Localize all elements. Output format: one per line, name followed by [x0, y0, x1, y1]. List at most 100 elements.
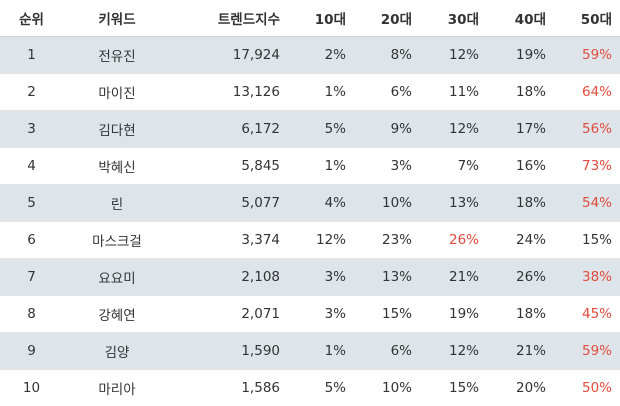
cell-rank: 1 — [0, 37, 63, 74]
cell-age-20: 6% — [354, 74, 420, 111]
cell-rank: 7 — [0, 259, 63, 296]
header-age-30: 30대 — [420, 0, 487, 37]
cell-keyword: 전유진 — [63, 37, 171, 74]
cell-keyword: 마이진 — [63, 74, 171, 111]
cell-trend-index: 5,845 — [171, 148, 288, 185]
cell-age-10: 2% — [288, 37, 354, 74]
cell-age-20: 23% — [354, 222, 420, 259]
cell-age-10: 1% — [288, 74, 354, 111]
cell-age-40: 18% — [487, 74, 554, 111]
cell-age-40: 17% — [487, 111, 554, 148]
cell-keyword: 박혜신 — [63, 148, 171, 185]
cell-trend-index: 2,108 — [171, 259, 288, 296]
cell-age-10: 12% — [288, 222, 354, 259]
cell-age-50: 73% — [554, 148, 620, 185]
cell-age-30: 11% — [420, 74, 487, 111]
cell-rank: 9 — [0, 333, 63, 370]
cell-rank: 2 — [0, 74, 63, 111]
cell-age-30: 21% — [420, 259, 487, 296]
cell-age-10: 5% — [288, 111, 354, 148]
cell-age-50: 59% — [554, 37, 620, 74]
cell-age-40: 18% — [487, 296, 554, 333]
cell-age-50: 64% — [554, 74, 620, 111]
cell-age-30: 12% — [420, 37, 487, 74]
cell-age-20: 8% — [354, 37, 420, 74]
cell-age-40: 19% — [487, 37, 554, 74]
cell-keyword: 요요미 — [63, 259, 171, 296]
cell-age-20: 10% — [354, 185, 420, 222]
cell-rank: 3 — [0, 111, 63, 148]
cell-age-40: 16% — [487, 148, 554, 185]
header-trend-index: 트렌드지수 — [171, 0, 288, 37]
cell-age-20: 15% — [354, 296, 420, 333]
header-age-40: 40대 — [487, 0, 554, 37]
cell-keyword: 김양 — [63, 333, 171, 370]
cell-age-10: 1% — [288, 333, 354, 370]
header-age-20: 20대 — [354, 0, 420, 37]
cell-age-20: 10% — [354, 370, 420, 406]
header-rank: 순위 — [0, 0, 63, 37]
cell-age-40: 24% — [487, 222, 554, 259]
cell-age-20: 13% — [354, 259, 420, 296]
cell-trend-index: 17,924 — [171, 37, 288, 74]
cell-age-10: 4% — [288, 185, 354, 222]
cell-trend-index: 13,126 — [171, 74, 288, 111]
cell-age-20: 9% — [354, 111, 420, 148]
cell-age-30: 12% — [420, 333, 487, 370]
header-keyword: 키워드 — [63, 0, 171, 37]
cell-age-30: 12% — [420, 111, 487, 148]
cell-age-40: 18% — [487, 185, 554, 222]
cell-trend-index: 6,172 — [171, 111, 288, 148]
cell-age-50: 38% — [554, 259, 620, 296]
cell-trend-index: 1,590 — [171, 333, 288, 370]
cell-keyword: 마리아 — [63, 370, 171, 406]
cell-age-40: 21% — [487, 333, 554, 370]
cell-age-10: 5% — [288, 370, 354, 406]
cell-age-50: 59% — [554, 333, 620, 370]
cell-age-10: 1% — [288, 148, 354, 185]
header-age-10: 10대 — [288, 0, 354, 37]
header-age-50: 50대 — [554, 0, 620, 37]
cell-age-30: 7% — [420, 148, 487, 185]
cell-age-30: 19% — [420, 296, 487, 333]
cell-trend-index: 1,586 — [171, 370, 288, 406]
cell-keyword: 린 — [63, 185, 171, 222]
cell-age-50: 54% — [554, 185, 620, 222]
cell-age-30: 26% — [420, 222, 487, 259]
cell-rank: 10 — [0, 370, 63, 406]
cell-age-10: 3% — [288, 259, 354, 296]
cell-trend-index: 5,077 — [171, 185, 288, 222]
cell-keyword: 김다현 — [63, 111, 171, 148]
cell-rank: 4 — [0, 148, 63, 185]
cell-keyword: 강혜연 — [63, 296, 171, 333]
cell-age-50: 45% — [554, 296, 620, 333]
cell-trend-index: 3,374 — [171, 222, 288, 259]
cell-age-50: 56% — [554, 111, 620, 148]
cell-trend-index: 2,071 — [171, 296, 288, 333]
cell-rank: 5 — [0, 185, 63, 222]
cell-age-20: 3% — [354, 148, 420, 185]
cell-age-20: 6% — [354, 333, 420, 370]
header-row: 순위 키워드 트렌드지수 10대 20대 30대 40대 50대 — [0, 0, 620, 37]
cell-age-40: 26% — [487, 259, 554, 296]
cell-age-50: 15% — [554, 222, 620, 259]
cell-keyword: 마스크걸 — [63, 222, 171, 259]
cell-age-40: 20% — [487, 370, 554, 406]
cell-age-30: 15% — [420, 370, 487, 406]
cell-rank: 8 — [0, 296, 63, 333]
cell-age-30: 13% — [420, 185, 487, 222]
cell-age-50: 50% — [554, 370, 620, 406]
table-header: 순위 키워드 트렌드지수 10대 20대 30대 40대 50대 — [0, 0, 620, 37]
